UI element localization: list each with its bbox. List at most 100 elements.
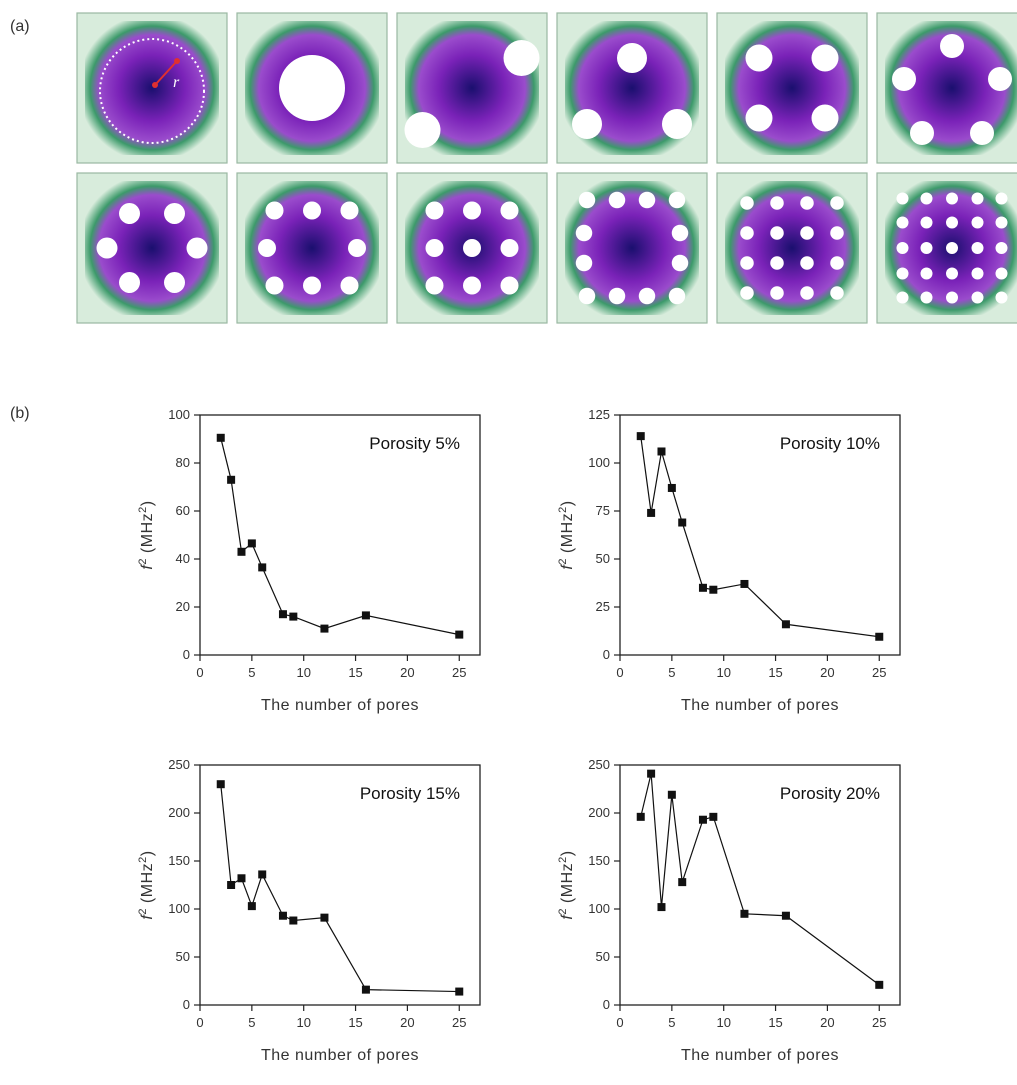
- data-point: [247, 902, 256, 911]
- pore: [608, 191, 626, 209]
- data-point: [237, 874, 246, 883]
- y-tick-label: 250: [168, 757, 190, 772]
- radius-symbol: r: [173, 74, 180, 91]
- x-tick-label: 5: [668, 1015, 675, 1030]
- data-point: [636, 432, 645, 441]
- x-tick-label: 15: [348, 665, 362, 680]
- x-tick-label: 10: [716, 1015, 730, 1030]
- pore: [995, 192, 1008, 205]
- data-point: [258, 870, 267, 879]
- data-point: [781, 911, 790, 920]
- pore: [995, 242, 1008, 254]
- data-point: [875, 980, 884, 989]
- plot-frame: [199, 414, 481, 656]
- pore: [617, 43, 647, 73]
- data-point: [657, 447, 666, 456]
- data-point: [320, 913, 329, 922]
- data-point: [698, 583, 707, 592]
- pore: [500, 276, 519, 295]
- pore: [896, 216, 909, 229]
- y-tick-label: 150: [168, 853, 190, 868]
- data-point: [216, 433, 225, 442]
- pore: [186, 237, 208, 259]
- pore: [303, 201, 321, 220]
- pore: [575, 224, 593, 242]
- pore: [500, 201, 519, 220]
- pore: [303, 276, 321, 295]
- pore: [770, 286, 784, 300]
- data-point: [237, 547, 246, 556]
- plot-title: Porosity 5%: [369, 434, 460, 453]
- pore: [920, 267, 933, 280]
- pore: [896, 192, 909, 205]
- data-point: [227, 881, 236, 889]
- pore: [500, 239, 519, 257]
- y-axis-label: f2 (MHz2): [557, 500, 576, 569]
- x-tick-label: 25: [452, 665, 466, 680]
- plot-frame: [619, 414, 901, 656]
- pore: [995, 267, 1008, 280]
- pore: [575, 254, 593, 272]
- data-point: [678, 518, 687, 527]
- y-tick-label: 125: [588, 407, 610, 422]
- pore: [578, 287, 596, 305]
- data-point: [258, 563, 267, 572]
- pore: [404, 112, 441, 148]
- pore: [800, 286, 814, 300]
- pore: [920, 242, 933, 254]
- pore: [740, 196, 754, 210]
- radius-arrow: [154, 60, 178, 86]
- y-tick-label: 50: [596, 949, 610, 964]
- x-tick-label: 20: [820, 1015, 834, 1030]
- radius-arrow-head: [174, 58, 180, 64]
- field-tile: [396, 172, 548, 324]
- pore: [770, 226, 784, 240]
- data-point: [647, 508, 656, 517]
- x-tick-label: 20: [400, 1015, 414, 1030]
- x-tick-label: 10: [296, 665, 310, 680]
- pore: [668, 287, 686, 305]
- data-point: [455, 630, 464, 639]
- pore: [892, 67, 916, 91]
- pore: [830, 226, 844, 240]
- data-point: [320, 624, 329, 633]
- pore: [425, 276, 444, 295]
- data-point: [455, 987, 464, 996]
- plot-title: Porosity 10%: [780, 434, 880, 453]
- pore: [811, 44, 839, 72]
- pore: [164, 203, 185, 224]
- y-axis-label: f2 (MHz2): [137, 500, 156, 569]
- field-tile: [876, 172, 1017, 324]
- pore: [830, 286, 844, 300]
- pore: [995, 291, 1008, 304]
- pore: [348, 239, 366, 257]
- plot-title: Porosity 15%: [360, 784, 460, 803]
- y-tick-label: 50: [176, 949, 190, 964]
- x-tick-label: 10: [296, 1015, 310, 1030]
- y-tick-label: 200: [588, 805, 610, 820]
- pore: [671, 254, 689, 272]
- data-point: [636, 812, 645, 821]
- x-tick-label: 0: [616, 665, 623, 680]
- field-tile: [396, 12, 548, 164]
- y-axis-label: f2 (MHz2): [557, 850, 576, 919]
- pore: [740, 286, 754, 300]
- pore: [896, 267, 909, 280]
- data-point: [740, 579, 749, 588]
- pore: [946, 216, 958, 229]
- data-point: [289, 612, 298, 621]
- x-axis-label: The number of pores: [261, 1047, 419, 1064]
- x-tick-label: 5: [248, 665, 255, 680]
- pore: [946, 291, 958, 304]
- data-point: [709, 585, 718, 594]
- pore: [608, 287, 626, 305]
- pore: [265, 201, 284, 220]
- pore: [946, 267, 958, 280]
- pore: [910, 121, 934, 145]
- y-tick-label: 200: [168, 805, 190, 820]
- data-point: [216, 780, 225, 789]
- pore: [119, 272, 140, 293]
- radius-dotted-circle: [99, 38, 205, 144]
- data-point: [667, 790, 676, 799]
- pore: [740, 226, 754, 240]
